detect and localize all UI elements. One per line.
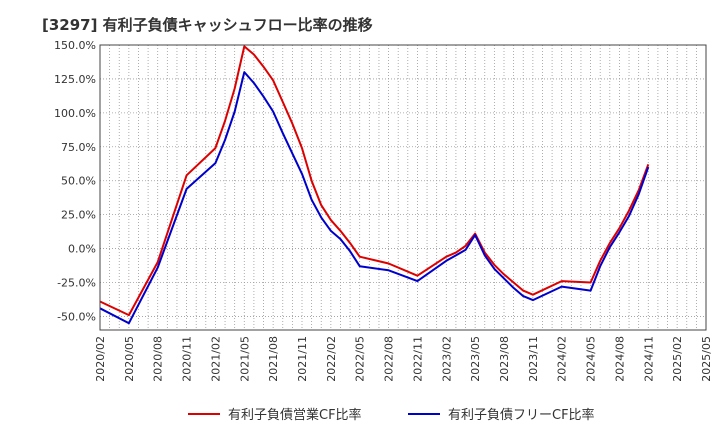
series-lines — [99, 45, 650, 325]
x-tick-label: 2021/02 — [209, 336, 222, 382]
x-tick-label: 2020/08 — [152, 336, 165, 382]
x-tick-label: 2022/08 — [383, 336, 396, 382]
x-tick-label: 2024/02 — [556, 336, 569, 382]
x-tick-label: 2024/08 — [613, 336, 626, 382]
x-tick-label: 2023/11 — [527, 336, 540, 382]
y-tick-label: 150.0% — [54, 39, 96, 52]
legend-label-2: 有利子負債フリーCF比率 — [448, 407, 595, 423]
x-tick-label: 2021/08 — [267, 336, 280, 382]
series-line-1 — [99, 45, 650, 317]
legend: 有利子負債営業CF比率 有利子負債フリーCF比率 — [188, 407, 595, 423]
y-tick-label: 0.0% — [68, 243, 96, 256]
x-tick-label: 2025/02 — [671, 336, 684, 382]
x-tick-label: 2020/11 — [181, 336, 194, 382]
series-line-2 — [99, 71, 650, 325]
x-tick-label: 2024/05 — [585, 336, 598, 382]
x-tick-label: 2023/02 — [440, 336, 453, 382]
x-tick-label: 2023/08 — [498, 336, 511, 382]
y-tick-label: 100.0% — [54, 107, 96, 120]
x-tick-label: 2022/05 — [354, 336, 367, 382]
x-tick-label: 2021/05 — [238, 336, 251, 382]
y-tick-label: -50.0% — [57, 310, 96, 323]
y-tick-label: -25.0% — [57, 277, 96, 290]
x-tick-label: 2025/05 — [700, 336, 713, 382]
x-tick-label: 2021/11 — [296, 336, 309, 382]
y-tick-label: 75.0% — [61, 141, 96, 154]
x-tick-label: 2022/11 — [411, 336, 424, 382]
y-tick-label: 25.0% — [61, 209, 96, 222]
x-axis-tick-labels: 2020/02 2020/05 2020/08 2020/11 2021/02 2021/… — [94, 336, 713, 382]
vertical-gridlines — [99, 45, 707, 330]
x-tick-label: 2020/05 — [123, 336, 136, 382]
y-axis-tick-labels: 150.0% 125.0% 100.0% 75.0% 50.0% 25.0% 0.0% -25… — [54, 39, 96, 323]
x-tick-label: 2022/02 — [325, 336, 338, 382]
x-tick-label: 2024/11 — [642, 336, 655, 382]
x-tick-label: 2020/02 — [94, 336, 107, 382]
plot-area-border — [99, 44, 707, 331]
x-tick-label: 2023/05 — [469, 336, 482, 382]
legend-label-1: 有利子負債営業CF比率 — [228, 407, 362, 423]
y-tick-label: 50.0% — [61, 175, 96, 188]
chart-title: [3297] 有利子負債キャッシュフロー比率の推移 — [42, 16, 373, 34]
y-tick-label: 125.0% — [54, 73, 96, 86]
